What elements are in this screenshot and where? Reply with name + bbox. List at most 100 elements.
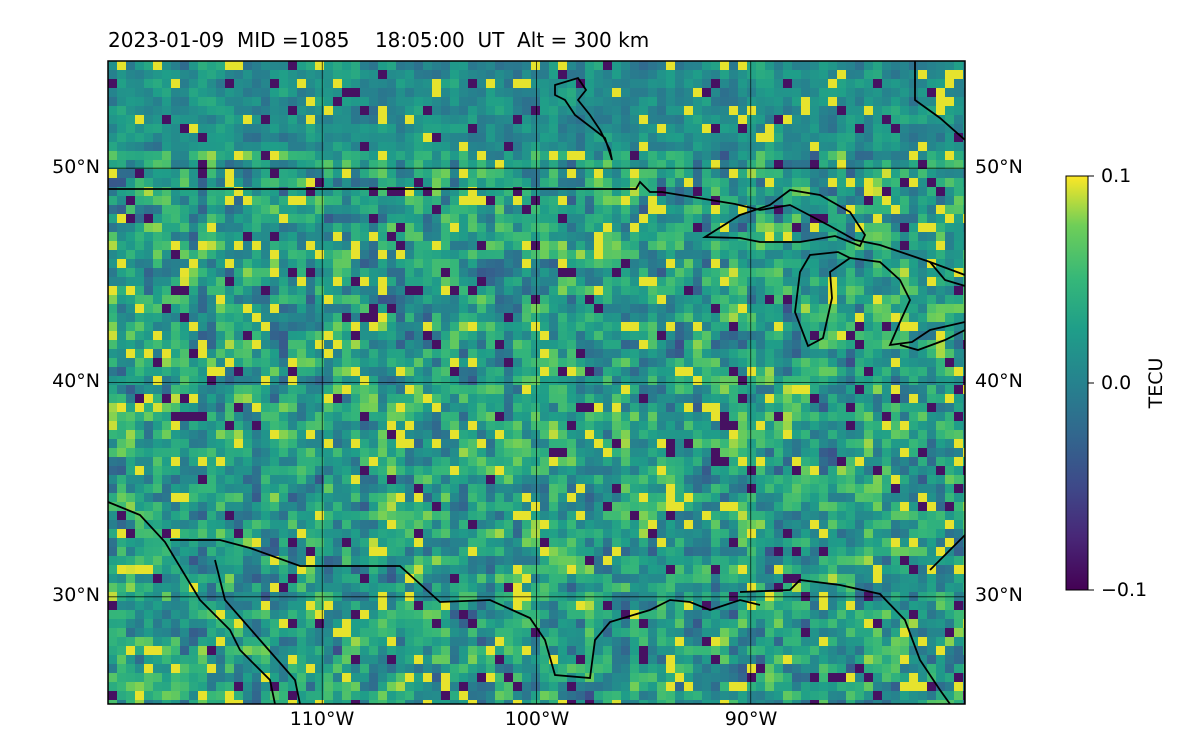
- heatmap-cell: [261, 331, 271, 341]
- heatmap-cell: [936, 493, 946, 503]
- heatmap-cell: [612, 214, 622, 224]
- heatmap-cell: [576, 187, 586, 197]
- heatmap-cell: [144, 295, 154, 305]
- heatmap-cell: [135, 70, 145, 80]
- heatmap-cell: [693, 493, 703, 503]
- heatmap-cell: [279, 133, 289, 143]
- heatmap-cell: [108, 214, 118, 224]
- heatmap-cell: [396, 142, 406, 152]
- heatmap-cell: [477, 106, 487, 116]
- heatmap-cell: [441, 286, 451, 296]
- heatmap-cell: [540, 214, 550, 224]
- heatmap-cell: [639, 340, 649, 350]
- heatmap-cell: [369, 466, 379, 476]
- heatmap-cell: [297, 340, 307, 350]
- heatmap-cell: [909, 187, 919, 197]
- heatmap-cell: [198, 97, 208, 107]
- heatmap-cell: [603, 88, 613, 98]
- heatmap-cell: [891, 313, 901, 323]
- heatmap-cell: [621, 304, 631, 314]
- heatmap-cell: [432, 475, 442, 485]
- heatmap-cell: [612, 304, 622, 314]
- heatmap-cell: [936, 160, 946, 170]
- heatmap-cell: [117, 331, 127, 341]
- heatmap-cell: [828, 178, 838, 188]
- heatmap-cell: [585, 232, 595, 242]
- heatmap-cell: [243, 358, 253, 368]
- heatmap-cell: [315, 394, 325, 404]
- heatmap-cell: [819, 241, 829, 251]
- heatmap-cell: [630, 187, 640, 197]
- heatmap-cell: [594, 61, 604, 71]
- heatmap-cell: [225, 376, 235, 386]
- heatmap-cell: [297, 385, 307, 395]
- heatmap-cell: [405, 187, 415, 197]
- heatmap-cell: [603, 115, 613, 125]
- heatmap-cell: [396, 484, 406, 494]
- heatmap-cell: [675, 241, 685, 251]
- heatmap-cell: [891, 61, 901, 71]
- heatmap-cell: [603, 430, 613, 440]
- heatmap-cell: [180, 304, 190, 314]
- heatmap-cell: [702, 493, 712, 503]
- heatmap-cell: [540, 439, 550, 449]
- heatmap-cell: [657, 340, 667, 350]
- heatmap-cell: [261, 286, 271, 296]
- heatmap-cell: [513, 358, 523, 368]
- heatmap-cell: [216, 358, 226, 368]
- heatmap-cell: [279, 367, 289, 377]
- heatmap-cell: [810, 439, 820, 449]
- heatmap-cell: [837, 457, 847, 467]
- heatmap-cell: [693, 484, 703, 494]
- heatmap-cell: [126, 502, 136, 512]
- heatmap-cell: [954, 79, 964, 89]
- heatmap-cell: [297, 376, 307, 386]
- heatmap-cell: [423, 61, 433, 71]
- heatmap-cell: [261, 322, 271, 332]
- heatmap-cell: [567, 385, 577, 395]
- heatmap-cell: [468, 70, 478, 80]
- heatmap-cell: [432, 232, 442, 242]
- heatmap-cell: [387, 358, 397, 368]
- heatmap-cell: [135, 97, 145, 107]
- heatmap-cell: [855, 439, 865, 449]
- heatmap-cell: [747, 88, 757, 98]
- heatmap-cell: [648, 277, 658, 287]
- heatmap-cell: [801, 88, 811, 98]
- heatmap-cell: [306, 304, 316, 314]
- heatmap-cell: [387, 376, 397, 386]
- heatmap-cell: [963, 502, 965, 512]
- heatmap-cell: [450, 115, 460, 125]
- heatmap-cell: [279, 376, 289, 386]
- heatmap-cell: [216, 502, 226, 512]
- heatmap-cell: [108, 349, 118, 359]
- heatmap-cell: [243, 304, 253, 314]
- heatmap-cell: [504, 457, 514, 467]
- heatmap-cell: [774, 304, 784, 314]
- heatmap-cell: [855, 313, 865, 323]
- heatmap-cell: [468, 160, 478, 170]
- heatmap-cell: [540, 178, 550, 188]
- heatmap-cell: [837, 304, 847, 314]
- heatmap-cell: [441, 187, 451, 197]
- heatmap-cell: [450, 430, 460, 440]
- heatmap-cell: [621, 142, 631, 152]
- heatmap-cell: [774, 466, 784, 476]
- heatmap-cell: [423, 403, 433, 413]
- heatmap-cell: [621, 124, 631, 134]
- heatmap-cell: [108, 286, 118, 296]
- heatmap-cell: [162, 376, 172, 386]
- heatmap-cell: [657, 331, 667, 341]
- heatmap-cell: [891, 268, 901, 278]
- heatmap-cell: [864, 196, 874, 206]
- heatmap-cell: [648, 232, 658, 242]
- heatmap-cell: [324, 295, 334, 305]
- heatmap-cell: [882, 313, 892, 323]
- heatmap-cell: [567, 277, 577, 287]
- heatmap-cell: [585, 520, 595, 530]
- heatmap-cell: [567, 268, 577, 278]
- heatmap-cell: [405, 214, 415, 224]
- heatmap-cell: [756, 88, 766, 98]
- heatmap-cell: [603, 376, 613, 386]
- heatmap-cell: [261, 214, 271, 224]
